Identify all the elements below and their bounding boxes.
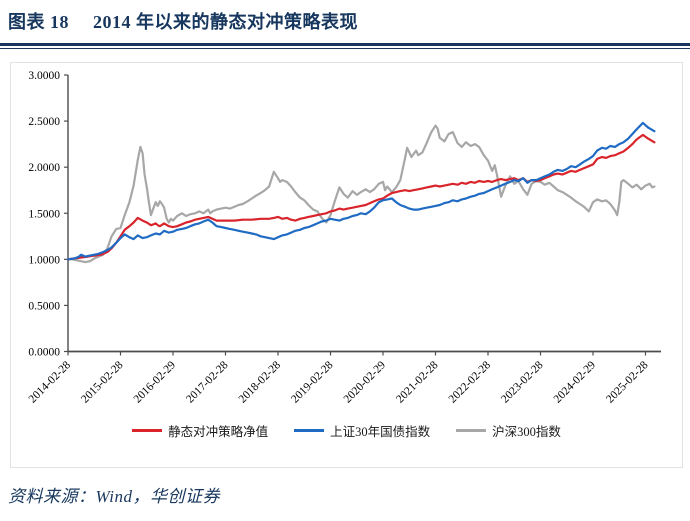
figure-title: 2014 年以来的静态对冲策略表现 xyxy=(93,12,358,32)
blue-line-swatch-icon xyxy=(294,429,325,432)
y-tick-label: 1.0000 xyxy=(28,254,60,266)
title-divider xyxy=(0,43,690,49)
x-tick-label: 2023-02-28 xyxy=(499,359,546,406)
red-line-swatch-icon xyxy=(132,429,163,432)
y-tick-label: 2.5000 xyxy=(28,116,60,128)
title-divider-thick-line xyxy=(0,43,690,46)
x-tick-label: 2025-02-28 xyxy=(604,359,651,406)
chart-container: 3.0000 2.5000 2.0000 1.5000 1.0000 0.5000 0.00… xyxy=(10,62,683,468)
series-line-bond-index xyxy=(66,121,656,261)
x-tick-label: 2018-02-28 xyxy=(237,359,284,406)
y-tick-label: 1.5000 xyxy=(28,208,60,220)
gray-line-swatch-icon xyxy=(456,429,487,432)
x-tick-label: 2015-02-28 xyxy=(79,359,126,406)
figure-title-row: 图表 18 2014 年以来的静态对冲策略表现 xyxy=(8,8,684,34)
title-divider-thin-line xyxy=(0,48,690,49)
legend-item-strategy: 静态对冲策略净值 xyxy=(132,421,268,440)
x-tick-label: 2017-02-28 xyxy=(184,359,231,406)
legend-item-csi300: 沪深300指数 xyxy=(456,421,561,440)
legend-label-csi300: 沪深300指数 xyxy=(492,425,561,439)
x-tick-label: 2024-02-29 xyxy=(552,359,599,406)
x-tick-label: 2019-02-28 xyxy=(289,359,336,406)
x-tick-label: 2020-02-29 xyxy=(342,359,389,406)
line-chart: 3.0000 2.5000 2.0000 1.5000 1.0000 0.5000 0.00… xyxy=(27,70,661,406)
x-tick-label: 2014-02-28 xyxy=(27,359,74,406)
y-tick-label: 0.5000 xyxy=(28,300,60,312)
legend-label-bond-index: 上证30年国债指数 xyxy=(330,425,431,439)
x-tick-label: 2022-02-28 xyxy=(447,359,494,406)
x-tick-label: 2021-02-28 xyxy=(394,359,441,406)
legend-item-bond-index: 上证30年国债指数 xyxy=(294,421,430,440)
x-tick-label: 2016-02-29 xyxy=(132,359,179,406)
source-note: 资料来源：Wind，华创证券 xyxy=(8,487,220,506)
series-line-strategy xyxy=(66,133,656,261)
figure-number-label: 图表 18 xyxy=(8,12,69,32)
y-tick-label: 3.0000 xyxy=(28,70,60,82)
series-line-csi300 xyxy=(66,124,656,264)
legend-label-strategy: 静态对冲策略净值 xyxy=(168,425,269,439)
chart-legend: 静态对冲策略净值 上证30年国债指数 沪深300指数 xyxy=(11,421,682,440)
y-tick-label: 2.0000 xyxy=(28,162,60,174)
y-tick-label: 0.0000 xyxy=(28,347,60,359)
